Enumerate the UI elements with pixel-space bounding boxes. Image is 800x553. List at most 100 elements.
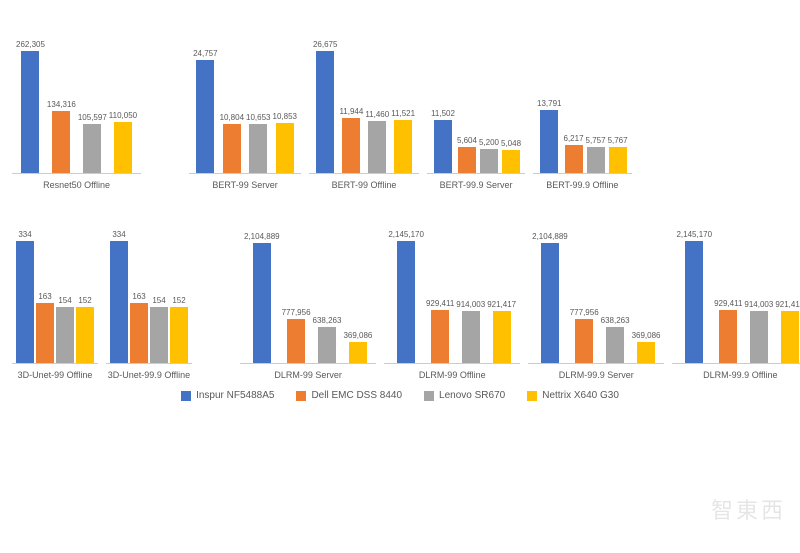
bar: 134,316 xyxy=(47,100,76,173)
bar-value-label: 2,104,889 xyxy=(532,232,568,241)
legend: Inspur NF5488A5 Dell EMC DSS 8440 Lenovo… xyxy=(12,390,788,401)
bar-rect xyxy=(170,307,188,363)
bar-rect xyxy=(318,327,336,363)
bar: 11,460 xyxy=(365,110,389,173)
legend-item: Dell EMC DSS 8440 xyxy=(296,390,402,401)
bar: 5,757 xyxy=(586,136,606,173)
bar: 262,305 xyxy=(16,40,45,173)
bar: 11,502 xyxy=(431,109,455,173)
bar-value-label: 638,263 xyxy=(601,316,630,325)
bar: 777,956 xyxy=(282,308,311,363)
x-axis-label: DLRM-99.9 Offline xyxy=(703,370,777,380)
bar-rect xyxy=(462,311,480,363)
bar: 638,263 xyxy=(313,316,342,363)
bar-rect xyxy=(316,51,334,173)
bar-group: 334 163 154 152 xyxy=(106,224,192,364)
bar-rect xyxy=(606,327,624,363)
bar-group: 13,7916,2175,7575,767 xyxy=(533,34,632,174)
chart-panel: 2,104,889777,956638,263369,086DLRM-99 Se… xyxy=(240,224,376,380)
chart-panel: 26,67511,94411,46011,521BERT-99 Offline xyxy=(309,34,419,190)
chart-row: 262,305134,316105,597110,050 Resnet50 Off… xyxy=(12,10,788,190)
legend-label: Dell EMC DSS 8440 xyxy=(311,390,402,401)
chart-panel: 2,145,170929,411914,003921,417 DLRM-99.9 … xyxy=(672,224,800,380)
bar-rect xyxy=(719,310,737,363)
bar: 929,411 xyxy=(426,299,454,363)
bar-rect xyxy=(150,307,168,363)
bar: 369,086 xyxy=(632,331,661,363)
bar-group: 2,104,889 777,956638,263369,086 xyxy=(528,224,664,364)
bar: 914,003 xyxy=(744,300,773,363)
chart-row: 334 163 154 152 3D-Unet-99 Offline 334 163 154 1… xyxy=(12,200,788,380)
bar-value-label: 921,417 xyxy=(487,300,516,309)
x-axis-label: Resnet50 Offline xyxy=(43,180,110,190)
bar: 5,200 xyxy=(479,138,499,173)
bar-rect xyxy=(52,111,70,173)
x-axis-label: 3D-Unet-99 Offline xyxy=(18,370,93,380)
bar: 5,604 xyxy=(457,136,477,173)
bar: 777,956 xyxy=(570,308,599,363)
bar-group: 262,305134,316105,597110,050 xyxy=(12,34,141,174)
bar: 10,804 xyxy=(220,113,244,173)
bar-rect xyxy=(434,120,452,173)
bar-group: 2,145,170929,411914,003921,417 xyxy=(672,224,800,364)
bar-value-label: 334 xyxy=(112,230,125,239)
bar-rect xyxy=(342,118,360,173)
bar: 154 xyxy=(56,296,74,363)
bar-value-label: 929,411 xyxy=(426,299,454,308)
bar-value-label: 26,675 xyxy=(313,40,337,49)
bar-rect xyxy=(368,121,386,173)
bar-rect xyxy=(609,147,627,173)
bar: 154 xyxy=(150,296,168,363)
bar-value-label: 154 xyxy=(58,296,71,305)
legend-swatch xyxy=(424,391,434,401)
bar-group: 11,5025,6045,2005,048 xyxy=(427,34,525,174)
bar-rect xyxy=(36,303,54,363)
bar-group: 334 163 154 152 xyxy=(12,224,98,364)
x-axis-label: DLRM-99.9 Server xyxy=(559,370,634,380)
bar-rect xyxy=(397,241,415,363)
bar-group: 2,145,170 929,411914,003921,417 xyxy=(384,224,520,364)
bar: 2,104,889 xyxy=(532,232,568,363)
bar-rect xyxy=(587,147,605,173)
chart-panel: 13,7916,2175,7575,767 BERT-99.9 Offline xyxy=(533,34,632,190)
chart-grid: 262,305134,316105,597110,050 Resnet50 Off… xyxy=(12,10,788,380)
bar-rect xyxy=(223,124,241,173)
bar-group: 2,104,889777,956638,263369,086 xyxy=(240,224,376,364)
bar-rect xyxy=(458,147,476,173)
chart-panel: 2,145,170929,411914,003921,417DLRM-99 Of… xyxy=(384,224,520,380)
bar-value-label: 152 xyxy=(78,296,91,305)
legend-label: Lenovo SR670 xyxy=(439,390,505,401)
bar-value-label: 11,944 xyxy=(339,107,363,116)
bar: 105,597 xyxy=(78,113,107,173)
bar-value-label: 163 xyxy=(132,292,145,301)
bar: 638,263 xyxy=(601,316,630,363)
bar: 334 xyxy=(16,230,34,363)
bar-value-label: 334 xyxy=(18,230,31,239)
chart-panel: 2,104,889 777,956638,263369,086 DLRM-99.9 … xyxy=(528,224,664,380)
bar-rect xyxy=(685,241,703,363)
bar-value-label: 5,604 xyxy=(457,136,477,145)
bar: 110,050 xyxy=(109,111,137,173)
bar: 152 xyxy=(76,296,94,363)
bar: 26,675 xyxy=(313,40,337,173)
legend-item: Inspur NF5488A5 xyxy=(181,390,274,401)
bar: 163 xyxy=(36,292,54,363)
bar-value-label: 2,145,170 xyxy=(388,230,424,239)
bar-value-label: 134,316 xyxy=(47,100,76,109)
bar: 24,757 xyxy=(193,49,217,173)
x-axis-label: BERT-99.9 Offline xyxy=(546,180,618,190)
bar-rect xyxy=(541,243,559,363)
bar-value-label: 13,791 xyxy=(537,99,561,108)
bar-value-label: 914,003 xyxy=(456,300,485,309)
chart-panel: 24,75710,80410,65310,853BERT-99 Server xyxy=(189,34,301,190)
bar-rect xyxy=(493,311,511,363)
bar-value-label: 152 xyxy=(172,296,185,305)
bar: 152 xyxy=(170,296,188,363)
bar-rect xyxy=(110,241,128,363)
bar-group: 24,75710,80410,65310,853 xyxy=(189,34,301,174)
bar-value-label: 11,502 xyxy=(431,109,455,118)
bar: 929,411 xyxy=(714,299,742,363)
bar-rect xyxy=(394,120,412,173)
bar-rect xyxy=(480,149,498,173)
bar-value-label: 105,597 xyxy=(78,113,107,122)
